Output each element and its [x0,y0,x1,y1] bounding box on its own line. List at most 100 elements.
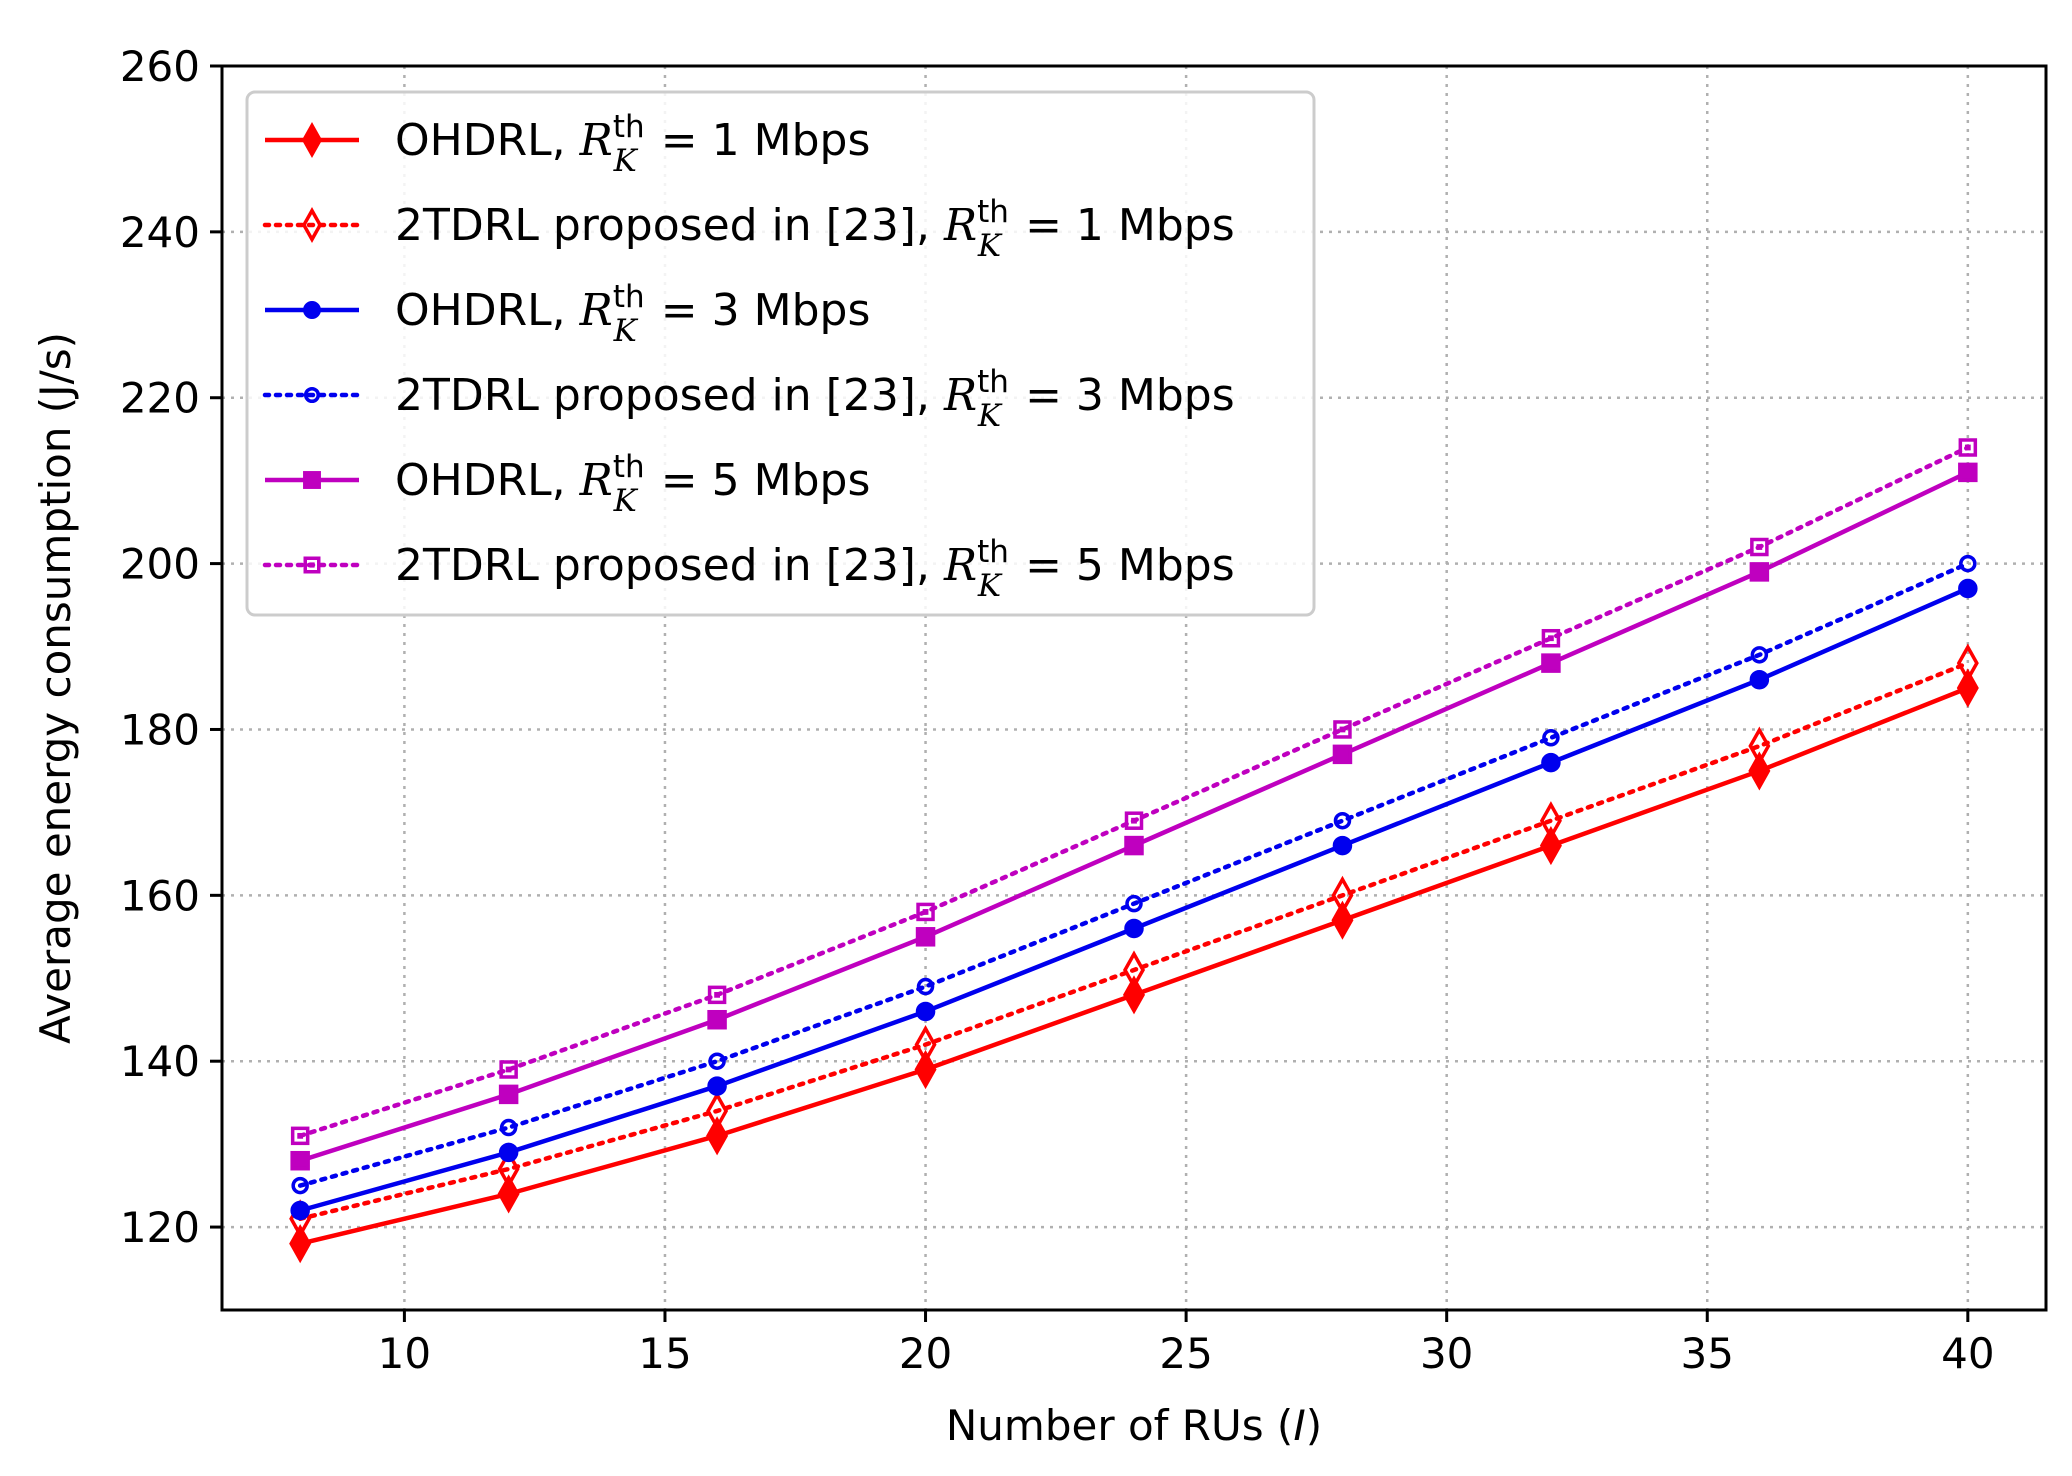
series-4 [291,554,1977,1195]
legend-item: OHDRL, Rth K = 1 Mbps [265,109,870,179]
data-point [707,1076,727,1096]
data-point [1122,975,1146,1015]
plot-frame [220,64,2048,1312]
series-line [297,561,1971,1188]
legend-label: OHDRL, Rth K = 5 Mbps [395,449,870,519]
data-point [290,1126,310,1146]
data-point [497,1149,520,1189]
data-point [499,1060,518,1079]
series-3 [290,578,1978,1221]
legend-item: OHDRL, Rth K = 5 Mbps [265,449,870,519]
y-tick-label: 220 [120,374,200,423]
y-tick-label: 140 [120,1037,200,1086]
data-point [1541,653,1561,673]
marker-center [1339,726,1346,733]
y-tick-label: 180 [120,705,200,754]
data-point [1539,801,1562,841]
data-point [1748,726,1771,766]
legend-item: 2TDRL proposed in [23], Rth K = 5 Mbps [262,534,1235,604]
data-point [706,1116,729,1156]
data-point [1332,835,1353,856]
data-point [1541,752,1561,773]
data-point [498,1142,519,1163]
data-point [1748,751,1771,791]
data-point [708,1052,726,1070]
x-tick-label: 30 [1420,1329,1473,1378]
x-tick-label: 15 [638,1329,691,1378]
legend-label: 2TDRL proposed in [23], Rth K = 1 Mbps [395,194,1235,264]
data-point [1124,811,1144,830]
x-tick-label: 35 [1681,1329,1734,1378]
x-tick-label: 20 [899,1329,952,1378]
data-point [1958,462,1978,483]
data-point [1749,562,1770,582]
x-tick-label: 25 [1159,1329,1212,1378]
y-axis-label: Average energy consumption (J/s) [31,332,80,1044]
legend: OHDRL, Rth K = 1 Mbps 2TDRL proposed in [2… [245,90,1316,617]
legend-marker [303,386,321,404]
legend-marker [303,471,321,489]
data-point [1331,900,1354,940]
data-point [290,1200,310,1221]
data-point [1750,537,1769,557]
series-line [299,685,1969,1246]
y-tick-label: 200 [120,540,200,589]
data-point [1956,643,1979,683]
y-tick-label: 160 [120,871,200,920]
marker-center [505,1066,512,1073]
marker-center [1548,635,1554,642]
data-point [1542,729,1560,747]
legend-box [245,90,1316,617]
data-point [1333,811,1352,830]
legend-label: 2TDRL proposed in [23], Rth K = 5 Mbps [395,534,1235,604]
series-line [297,660,1971,1222]
data-point [498,1084,519,1105]
data-point [914,1049,937,1090]
data-point [1956,668,1979,708]
legend-label: OHDRL, Rth K = 1 Mbps [395,109,870,179]
marker-center [297,1132,304,1139]
y-tick-label: 260 [120,42,200,91]
y-tick-label: 240 [120,208,200,257]
data-point [1958,438,1978,457]
series-2 [289,643,1979,1239]
data-point [291,1176,309,1195]
legend-label: OHDRL, Rth K = 3 Mbps [395,279,870,349]
data-point [1749,669,1770,690]
data-point [1122,950,1146,990]
data-point [914,1025,937,1065]
y-tick-label: 120 [120,1203,200,1252]
data-point [915,1001,936,1022]
series-line [299,586,1969,1213]
data-point [1125,894,1143,913]
legend-marker [303,556,321,574]
data-point [1332,744,1353,765]
legend-item: 2TDRL proposed in [23], Rth K = 1 Mbps [262,194,1235,264]
data-point [1958,578,1978,599]
marker-center [714,991,720,998]
data-point [707,1009,727,1030]
x-axis-label: Number of RUs (I) [946,1401,1322,1450]
data-point [1124,918,1144,939]
data-point [707,985,727,1005]
legend-item: OHDRL, Rth K = 3 Mbps [265,279,870,349]
marker-center [309,562,315,568]
legend-marker [303,301,321,319]
marker-center [1756,544,1763,550]
data-point [1959,554,1977,573]
data-point [499,1118,518,1137]
marker-center [922,909,929,915]
series-1 [289,668,1979,1264]
series-5 [290,462,1978,1171]
data-point [1333,720,1352,739]
marker-center [1131,817,1137,824]
axis-ticks: 10 15 20 25 30 35 40 120 140 160 180 200 220 240 260 [120,42,1995,1378]
legend-label: 2TDRL proposed in [23], Rth K = 3 Mbps [395,364,1235,434]
series-6 [290,438,1978,1146]
data-point [497,1174,520,1214]
data-point [1539,826,1562,866]
legend-item: 2TDRL proposed in [23], Rth K = 3 Mbps [262,364,1235,434]
data-point [916,902,935,922]
data-point [1124,835,1144,856]
data-point [1541,628,1561,648]
